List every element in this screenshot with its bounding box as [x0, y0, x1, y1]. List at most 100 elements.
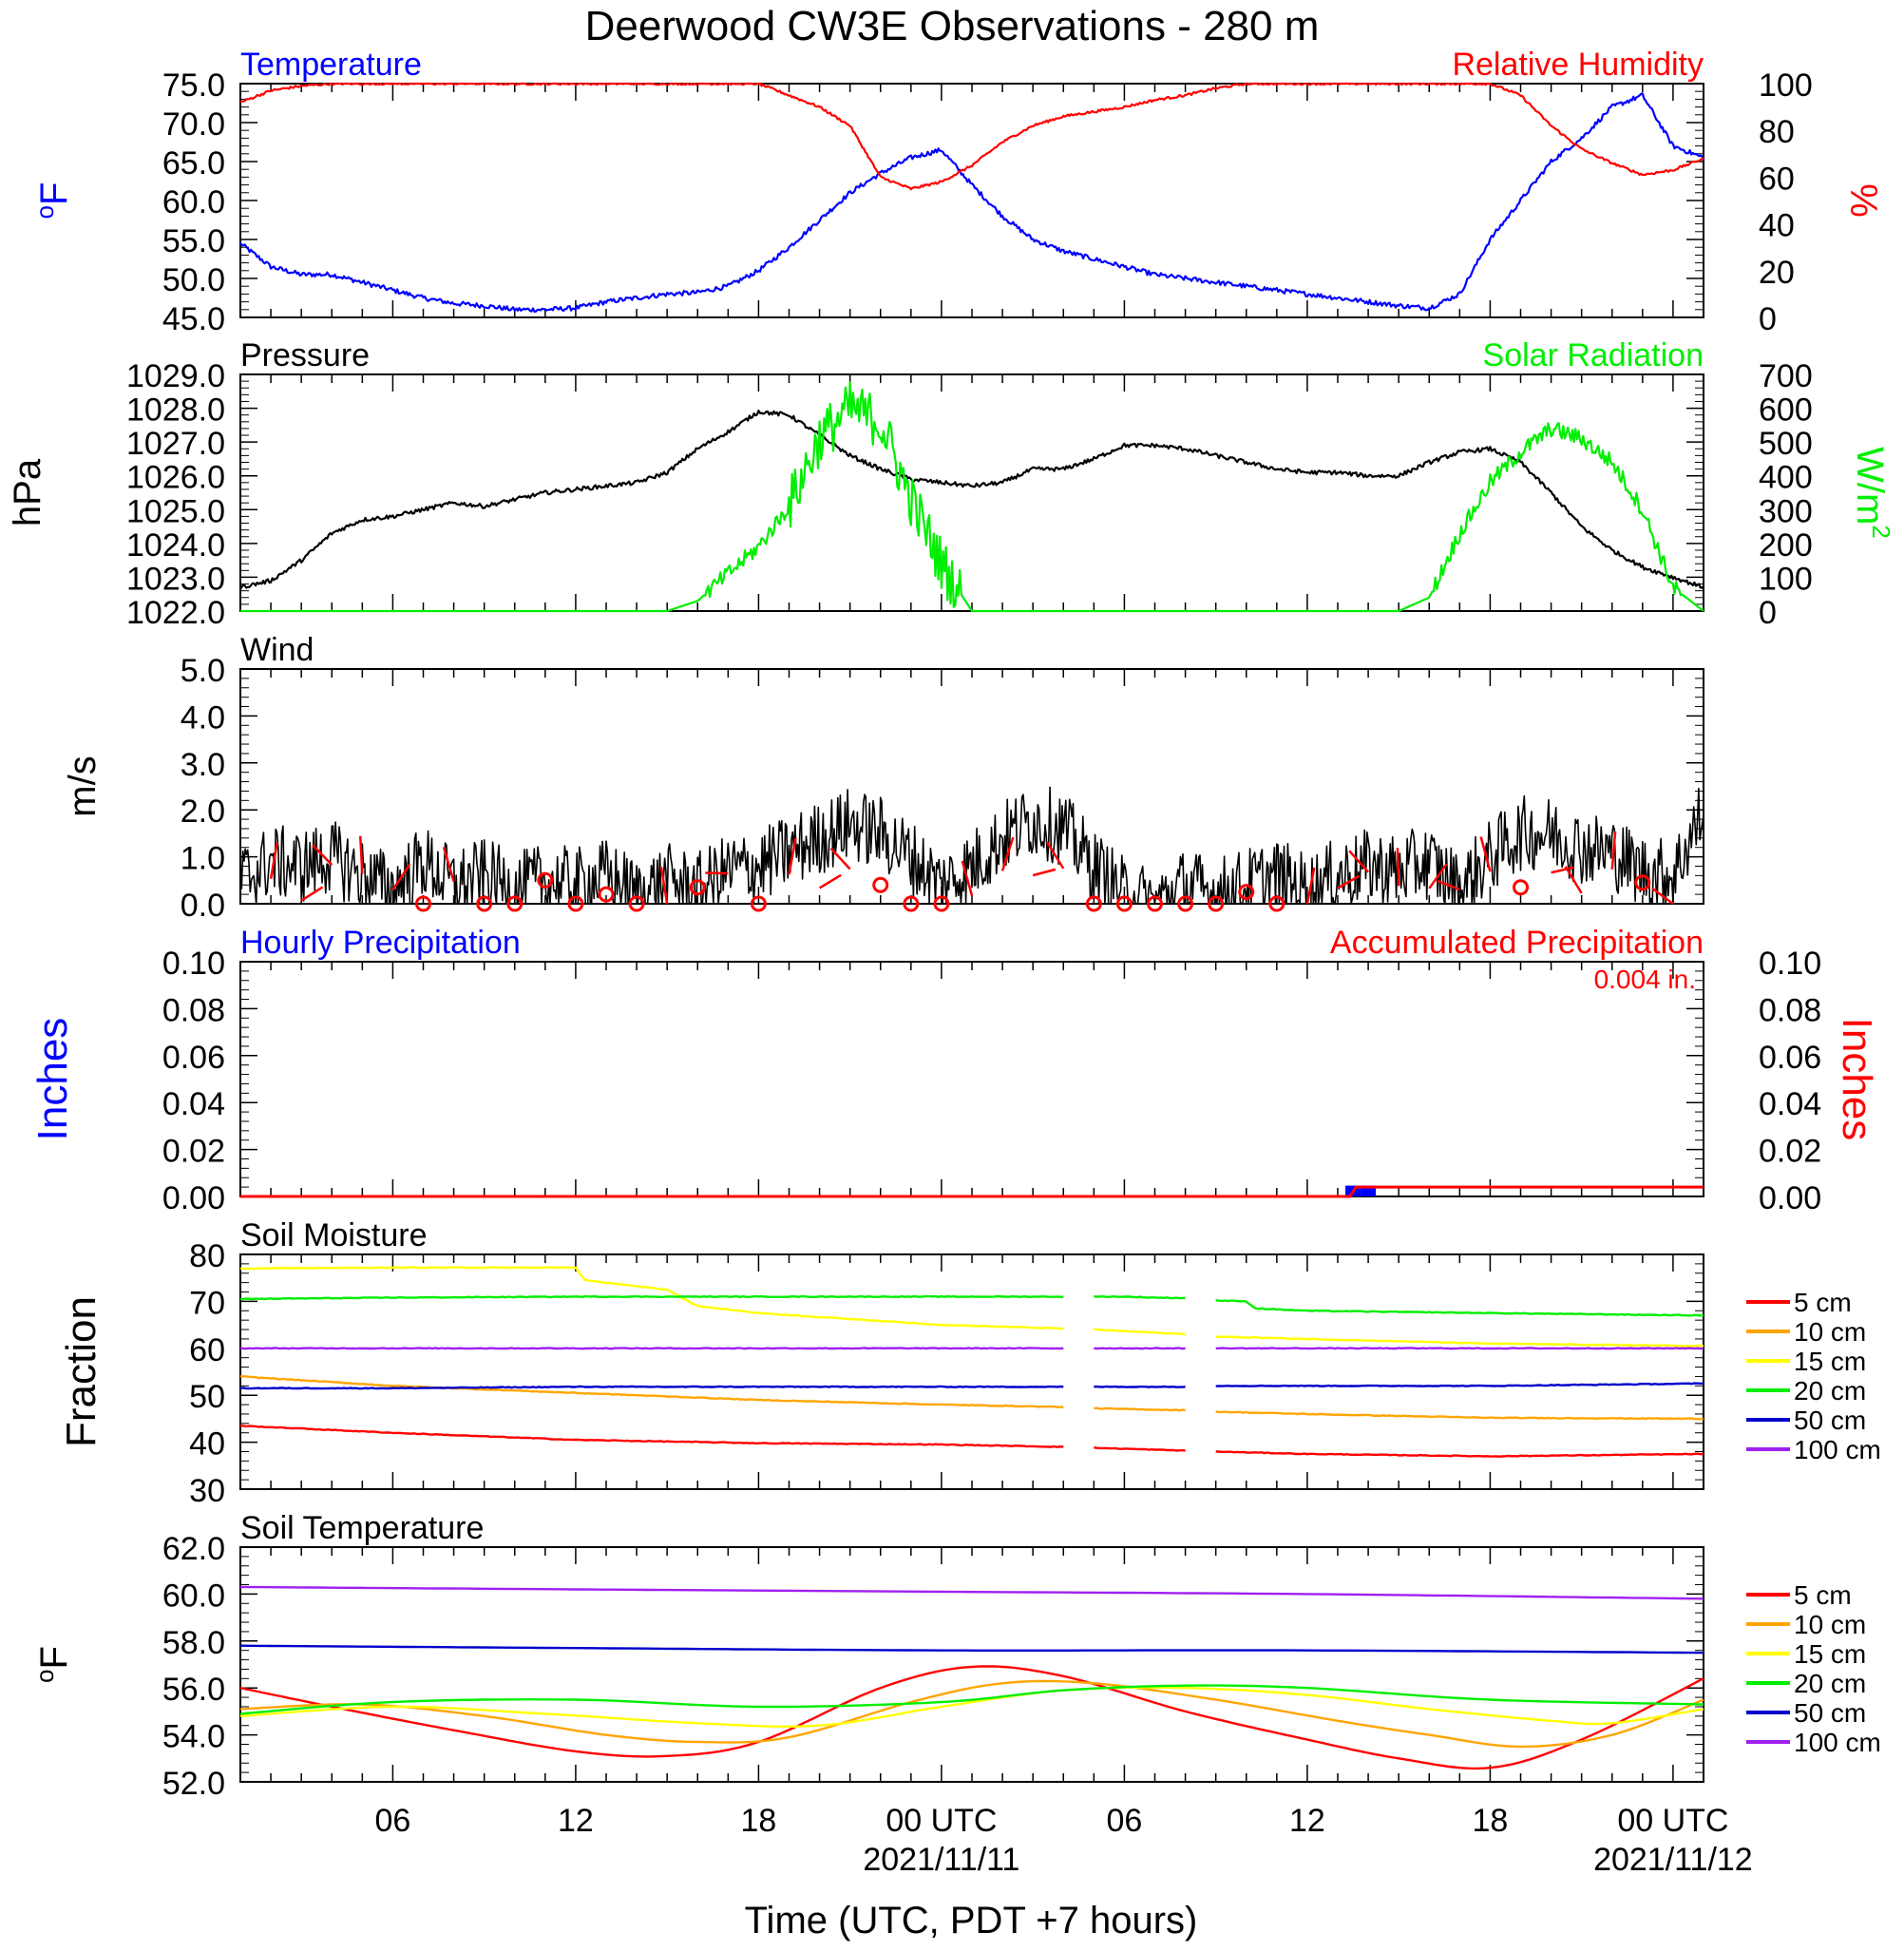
- legend-label: 100 cm: [1794, 1728, 1881, 1757]
- legend-label: 15 cm: [1794, 1347, 1866, 1376]
- y-tick-label-right: 0.06: [1759, 1040, 1821, 1076]
- series-soil-moisture-5cm: [239, 1424, 1064, 1448]
- y-tick-label-left: 58.0: [162, 1625, 225, 1661]
- calm-wind-marker: [537, 871, 554, 889]
- calm-wind-marker: [689, 879, 706, 896]
- wind-barb: [788, 837, 797, 875]
- legend-label: 20 cm: [1794, 1376, 1866, 1406]
- y-tick-label-left: 30: [189, 1473, 225, 1509]
- panel-title-left: Temperature: [240, 47, 422, 83]
- y-tick-label-left: 1023.0: [126, 561, 225, 597]
- y-tick-label-right: 20: [1759, 255, 1795, 291]
- calm-wind-marker: [628, 895, 645, 912]
- wind-barb: [705, 871, 729, 875]
- series-soil-moisture-5cm: [1094, 1446, 1186, 1452]
- y-tick-label-right: 0.04: [1759, 1086, 1821, 1122]
- wind-barb: [1551, 866, 1574, 874]
- wind-barb: [1337, 874, 1361, 889]
- panel-pressure_solar: 1029.01028.01027.01026.01025.01024.01023…: [7, 337, 1895, 631]
- chart-title: Deerwood CW3E Observations - 280 m: [585, 3, 1320, 49]
- y-tick-label-right: 0.00: [1759, 1180, 1821, 1216]
- y-tick-label-right: 40: [1759, 208, 1795, 244]
- y-tick-label-left: 45.0: [162, 301, 225, 337]
- y-tick-label-right: 0: [1759, 301, 1777, 337]
- series-soil-temperature-20cm: [239, 1684, 1704, 1715]
- y-tick-label-right: 700: [1759, 358, 1813, 394]
- y-tick-label-left: 0.08: [162, 992, 225, 1028]
- wind-barb: [311, 844, 333, 866]
- y-tick-label-left: 1022.0: [126, 595, 225, 631]
- legend-label: 10 cm: [1794, 1610, 1866, 1639]
- panel-title-left: Wind: [240, 632, 314, 668]
- calm-wind-marker: [598, 886, 615, 903]
- y-tick-label-right: 100: [1759, 561, 1813, 597]
- series-soil-moisture-15cm: [1215, 1335, 1704, 1348]
- y-tick-label-left: 60: [189, 1332, 225, 1368]
- legend-label: 50 cm: [1794, 1698, 1866, 1728]
- series-solar-radiation: [240, 381, 1704, 613]
- series-soil-temperature-10cm: [239, 1679, 1704, 1749]
- wind-barb: [1437, 879, 1460, 891]
- y-axis-label-right: Inches: [1834, 1018, 1880, 1141]
- wind-barb: [391, 863, 411, 891]
- calm-wind-marker: [567, 895, 584, 912]
- calm-wind-marker: [872, 876, 889, 893]
- y-tick-label-left: 50.0: [162, 262, 225, 298]
- legend-label: 5 cm: [1794, 1288, 1852, 1317]
- x-tick-label: 06: [1107, 1803, 1143, 1839]
- calm-wind-marker: [476, 895, 493, 912]
- calm-wind-marker: [415, 895, 431, 912]
- hourly-precip-bar: [1361, 1185, 1377, 1196]
- y-tick-label-left: 1026.0: [126, 460, 225, 496]
- y-tick-label-left: 0.10: [162, 946, 225, 982]
- panel-title-left: Pressure: [240, 337, 370, 373]
- wind-barb: [659, 867, 669, 905]
- series-soil-moisture-20cm: [1094, 1294, 1186, 1300]
- calm-wind-marker: [1208, 895, 1225, 912]
- wind-barb: [1045, 841, 1065, 870]
- y-axis-label-right: %: [1842, 183, 1884, 218]
- series-soil-moisture-10cm: [1215, 1410, 1704, 1421]
- series-relative-humidity: [239, 82, 1704, 191]
- legend-label: 5 cm: [1794, 1580, 1852, 1610]
- panel-title-left: Soil Temperature: [240, 1510, 484, 1546]
- calm-wind-marker: [1115, 895, 1133, 912]
- y-tick-label-left: 0.00: [162, 1180, 225, 1216]
- panel-wind: 5.0 4.0 3.0 2.0 1.0 0.0 Wind m/s: [62, 632, 1704, 924]
- y-tick-label-left: 60.0: [162, 184, 225, 220]
- y-tick-label-left: 2.0: [181, 794, 225, 830]
- y-tick-label-left: 1029.0: [126, 358, 225, 394]
- calm-wind-marker: [1634, 874, 1651, 891]
- x-date-label: 2021/11/11: [863, 1842, 1019, 1878]
- calm-wind-marker: [1177, 895, 1194, 912]
- calm-wind-marker: [1238, 884, 1255, 901]
- series-soil-moisture-15cm: [239, 1266, 1064, 1330]
- y-tick-label-left: 40: [189, 1426, 225, 1463]
- wind-barb: [1032, 868, 1057, 877]
- series-soil-moisture-50cm: [1215, 1382, 1704, 1387]
- y-tick-label-right: 0: [1759, 595, 1777, 631]
- y-tick-label-left: 1025.0: [126, 493, 225, 529]
- wind-barb: [358, 835, 364, 874]
- y-tick-label-left: 1024.0: [126, 527, 225, 564]
- calm-wind-marker: [506, 895, 524, 912]
- y-tick-label-left: 65.0: [162, 145, 225, 182]
- y-tick-label-left: 0.0: [181, 888, 225, 924]
- y-tick-label-right: 400: [1759, 460, 1813, 496]
- wind-barb: [1610, 832, 1617, 870]
- panel-soil_moisture: 80 70 60 50 40 30 Soil Moisture Fraction 5 cm10 …: [58, 1217, 1881, 1509]
- y-tick-label-left: 1028.0: [126, 392, 225, 429]
- y-axis-label-left: oF: [30, 1646, 75, 1683]
- series-soil-moisture-10cm: [1094, 1406, 1186, 1412]
- wind-barb: [1428, 863, 1448, 889]
- calm-wind-marker: [933, 895, 950, 912]
- wind-barb: [269, 842, 278, 879]
- y-tick-label-left: 1.0: [181, 841, 225, 877]
- panel-soil_temperature: 62.0 60.0 58.0 56.0 54.0 52.0 Soil Temperature…: [30, 1510, 1881, 1802]
- series-temperature: [239, 92, 1705, 314]
- x-tick-label: 00 UTC: [885, 1803, 997, 1839]
- x-tick-label: 12: [558, 1803, 594, 1839]
- y-tick-label-right: 80: [1759, 114, 1795, 150]
- panel-title-right: Accumulated Precipitation: [1330, 925, 1704, 961]
- panel-title-left: Soil Moisture: [240, 1217, 428, 1253]
